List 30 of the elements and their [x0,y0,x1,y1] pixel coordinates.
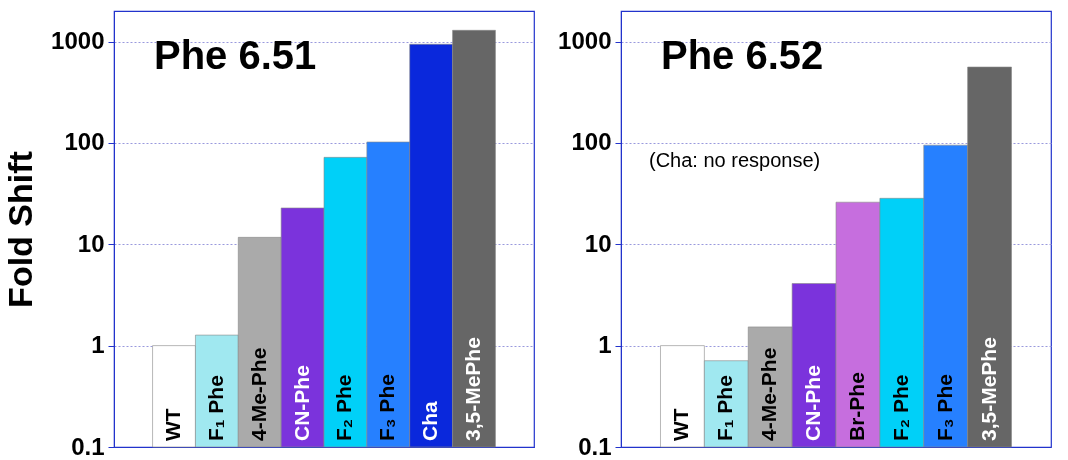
x-tick-label: Br-Phe [844,372,868,441]
y-tick-label: 0.1 [578,432,612,460]
x-tick-label: WT [669,408,693,441]
x-tick-label: F₃ Phe [932,374,956,441]
annotation: (Cha: no response) [649,149,821,171]
x-tick-label: F₁ Phe [713,375,737,441]
y-tick-label: 100 [571,128,612,156]
text: Phe 6.51 [154,33,317,77]
y-axis-title: Fold Shift [1,151,40,308]
text: Phe 6.52 [661,33,824,77]
y-tick-label: 1 [598,331,612,359]
x-tick-label: WT [161,408,184,441]
y-tick-label: 10 [77,229,105,257]
y-tick-label: 10 [584,229,612,257]
y-tick-label: 1000 [558,27,612,55]
x-tick-label: 3,5-MePhe [461,337,484,441]
x-tick-label: 4-Me-Phe [246,347,270,441]
x-tick-label: CN-Phe [801,365,825,441]
x-tick-label: F₂ Phe [332,374,356,441]
y-tick-label: 0.1 [71,432,105,460]
y-tick-label: 1 [91,331,105,359]
x-tick-label: 4-Me-Phe [757,347,781,441]
x-tick-label: F₁ Phe [203,375,227,441]
x-tick-label: F₂ Phe [888,374,912,441]
x-tick-label: CN-Phe [289,365,313,441]
y-tick-label: 1000 [51,27,105,55]
x-tick-label: Cha [418,401,442,441]
x-tick-label: F₃ Phe [375,374,399,441]
x-tick-label: 3,5-MePhe [976,337,1000,441]
y-tick-label: 100 [64,128,105,156]
